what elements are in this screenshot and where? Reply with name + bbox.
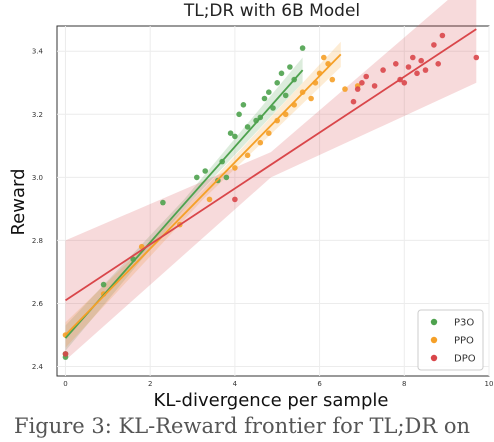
p3o-point [223,174,230,181]
dpo-point [414,70,420,77]
dpo-point [418,57,425,64]
dpo-point [350,98,357,105]
p3o-point [100,281,107,288]
ppo-point [329,76,336,83]
dpo-point [422,67,429,73]
ppo-point [308,95,314,102]
ppo-point [342,86,348,92]
dpo-point [380,67,386,73]
dpo-point [405,64,412,70]
p3o-point [232,133,238,140]
x-tick-label: 4 [233,380,238,388]
dpo-point [232,196,238,203]
p3o-point [240,102,247,108]
dpo-point [435,61,442,67]
figure-caption: Figure 3: KL-Reward frontier for TL;DR o… [14,414,471,438]
ppo-point [244,152,251,159]
ppo-point [321,54,327,61]
dpo-point [363,73,370,80]
y-tick-label: 2.6 [32,300,44,308]
ppo-fit-line [64,53,342,336]
p3o-point [261,95,268,102]
p3o-point [202,168,208,174]
dpo-point [393,61,399,67]
dpo-point [354,86,361,92]
x-tick-label: 0 [63,380,67,388]
kl-reward-chart: TL;DR with 6B Model 0 2 4 6 8 10 2.4 2.6 2.8 3.0… [8,0,493,411]
p3o-point [270,105,276,111]
p3o-point [266,89,272,95]
p3o-point [278,70,285,77]
p3o-point [244,124,251,130]
x-tick-label: 6 [317,380,322,388]
dpo-legend-marker [430,354,438,362]
p3o-legend-marker [430,318,438,326]
dpo-legend-label: DPO [454,354,476,365]
ppo-point [274,117,281,124]
y-tick-labels: 2.4 2.6 2.8 3.0 3.2 3.4 [32,48,44,371]
x-tick-label: 8 [402,380,406,388]
p3o-point [194,174,200,181]
dpo-point [439,32,446,39]
y-tick-label: 3.4 [32,48,44,56]
y-tick-label: 3.2 [32,111,43,119]
y-tick-label: 2.4 [32,363,44,371]
dpo-point [473,54,480,61]
dpo-point [410,54,416,61]
ppo-legend-label: PPO [454,336,474,347]
x-tick-label: 2 [148,380,152,388]
p3o-point [236,111,242,118]
dpo-point [431,42,437,48]
ppo-legend-marker [430,336,438,344]
chart-title: TL;DR with 6B Model [183,1,360,21]
p3o-point [299,45,306,51]
p3o-point [227,130,234,136]
ppo-point [257,139,264,146]
x-tick-labels: 0 2 4 6 8 10 [63,380,493,388]
ppo-point [206,196,213,203]
y-tick-label: 2.8 [32,237,43,245]
legend: P3O PPO DPO [417,309,484,371]
p3o-point [274,80,281,86]
p3o-legend-label: P3O [454,318,474,329]
x-tick-label: 10 [485,380,494,388]
x-axis-label: KL-divergence per sample [154,390,389,411]
dpo-point [401,80,408,86]
fit-lines [64,28,477,339]
y-tick-label: 3.0 [32,174,43,182]
dpo-point [62,351,69,357]
confidence-bands [65,0,477,361]
p3o-point [282,92,289,99]
dpo-point [371,83,378,89]
dpo-fit-line [64,28,477,302]
dpo-confidence-band [65,0,477,361]
ppo-point [232,165,238,171]
dpo-point [359,80,365,86]
p3o-point [160,199,166,206]
p3o-point [287,64,293,70]
ppo-point [266,130,272,136]
y-axis-label: Reward [8,168,29,235]
